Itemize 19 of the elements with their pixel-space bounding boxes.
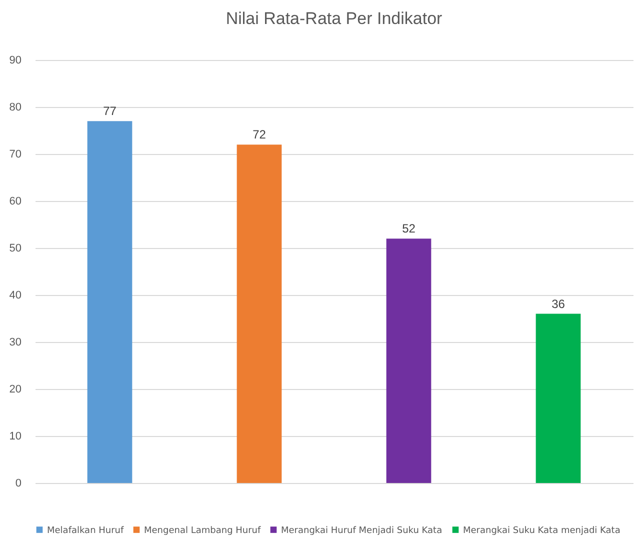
data-label: 77 [103,104,117,118]
data-label: 36 [552,296,566,311]
y-tick-label: 60 [9,196,22,208]
y-tick-label: 80 [9,102,22,114]
y-tick-label: 40 [9,290,22,302]
y-tick-label: 0 [15,478,22,490]
y-tick-label: 10 [9,430,22,442]
legend-label: Merangkai Huruf Menjadi Suku Kata [281,526,442,536]
legend-label: Mengenal Lambang Huruf [144,526,262,536]
legend-label: Melafalkan Huruf [47,526,125,536]
data-label: 52 [402,222,416,236]
y-tick-label: 70 [9,148,22,160]
data-label: 72 [252,128,266,142]
chart-title: Nilai Rata-Rata Per Indikator [226,9,443,28]
y-tick-label: 20 [9,384,22,396]
y-tick-label: 90 [9,54,22,66]
y-tick-label: 50 [9,242,22,254]
legend-label: Merangkai Suku Kata menjadi Kata [463,526,620,536]
y-tick-label: 30 [9,336,22,348]
